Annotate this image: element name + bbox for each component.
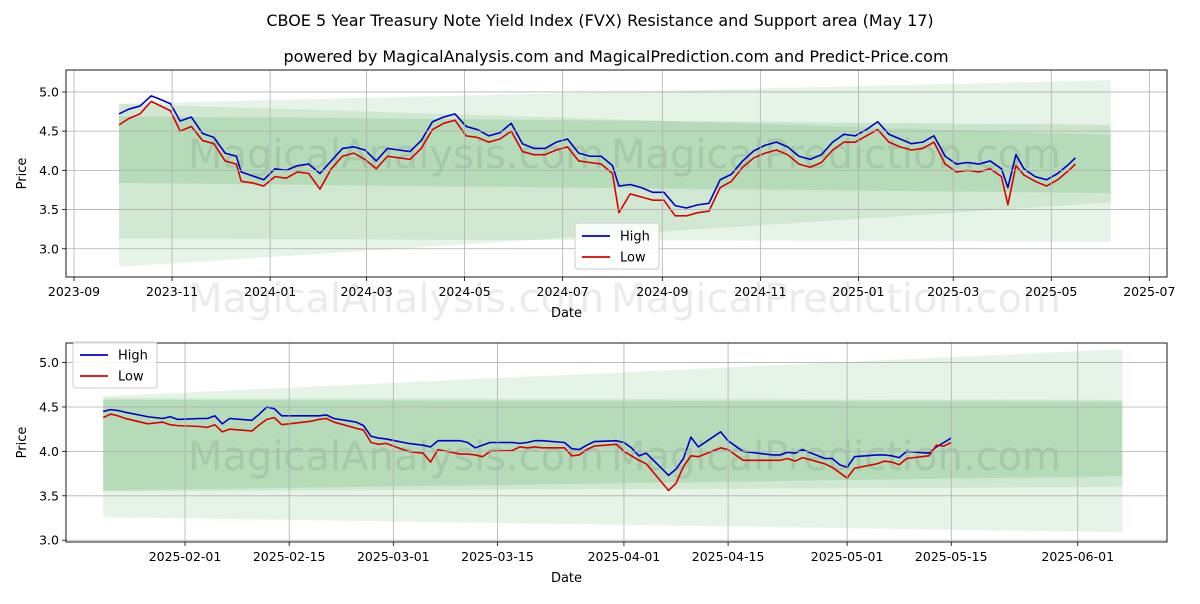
x-tick-label: 2025-03-01 (357, 549, 430, 564)
chart-subtitle: powered by MagicalAnalysis.com and Magic… (283, 47, 948, 66)
x-tick-label: 2025-05-01 (811, 549, 884, 564)
y-tick-label: 3.0 (39, 533, 59, 548)
axes-frame (65, 342, 1168, 543)
x-tick-label: 2025-05 (1025, 284, 1077, 299)
y-tick-label: 3.5 (39, 488, 59, 503)
x-tick-label: 2025-07 (1123, 284, 1175, 299)
legend-label-low: Low (118, 370, 144, 385)
x-tick-label: 2024-07 (537, 284, 589, 299)
x-tick-label: 2024-09 (636, 284, 688, 299)
x-tick-label: 2025-02-15 (253, 549, 326, 564)
x-tick-label: 2024-05 (438, 284, 490, 299)
y-axis-label: Price (15, 427, 30, 459)
legend-label-low: Low (620, 251, 646, 266)
top-panel: MagicalAnalysis.com MagicalPrediction.com… (15, 69, 1175, 322)
y-tick-label: 4.0 (39, 163, 59, 178)
x-tick-label: 2025-02-01 (149, 549, 222, 564)
x-axis-label: Date (551, 571, 582, 586)
series-line-low (118, 100, 1076, 217)
watermark-text: MagicalAnalysis.com (188, 276, 604, 322)
x-tick-label: 2023-09 (48, 284, 100, 299)
series-line-high (103, 406, 952, 477)
x-tick-label: 2023-11 (146, 284, 198, 299)
y-tick-label: 3.5 (39, 202, 59, 217)
watermark-text: MagicalPrediction.com (611, 434, 1061, 480)
bottom-panel: MagicalAnalysis.com MagicalPrediction.com… (15, 341, 1168, 586)
band-area-3 (119, 116, 1111, 194)
chart-title: CBOE 5 Year Treasury Note Yield Index (F… (266, 11, 933, 30)
x-tick-label: 2025-06-01 (1041, 549, 1114, 564)
x-tick-label: 2024-01 (244, 284, 296, 299)
legend-label-high: High (620, 230, 650, 245)
x-axis-label: Date (551, 306, 582, 321)
y-tick-label: 4.5 (39, 124, 59, 139)
x-tick-label: 2025-04-15 (692, 549, 765, 564)
series-line-high (118, 95, 1076, 209)
watermark-text: MagicalPrediction.com (611, 276, 1061, 322)
x-tick-label: 2025-01 (832, 284, 884, 299)
x-tick-label: 2024-03 (340, 284, 392, 299)
y-tick-label: 4.0 (39, 444, 59, 459)
x-tick-label: 2025-04-01 (588, 549, 661, 564)
legend-label-high: High (118, 349, 148, 364)
y-tick-label: 5.0 (39, 84, 59, 99)
x-tick-label: 2025-03 (927, 284, 979, 299)
x-tick-label: 2024-11 (734, 284, 786, 299)
series-line-low (102, 413, 952, 492)
y-tick-label: 3.0 (39, 241, 59, 256)
y-tick-label: 5.0 (39, 355, 59, 370)
plot-area: MagicalAnalysis.com MagicalPrediction.com (102, 349, 1123, 533)
x-tick-label: 2025-05-15 (915, 549, 988, 564)
axes-frame (65, 69, 1168, 278)
y-tick-label: 4.5 (39, 399, 59, 414)
x-tick-label: 2025-03-15 (461, 549, 534, 564)
y-axis-label: Price (15, 158, 30, 190)
